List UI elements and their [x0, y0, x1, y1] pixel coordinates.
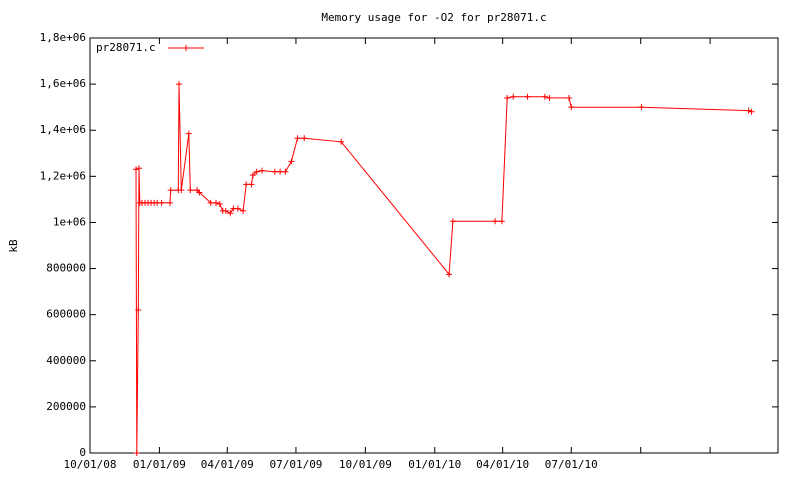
point-marker — [566, 94, 573, 101]
point-marker — [446, 271, 453, 278]
point-marker — [492, 218, 499, 225]
x-tick-label: 04/01/10 — [476, 458, 529, 471]
point-marker — [185, 130, 192, 137]
point-marker — [158, 199, 165, 206]
point-marker — [234, 205, 241, 212]
y-tick-label: 1,8e+06 — [40, 31, 86, 44]
point-marker — [187, 187, 194, 194]
point-marker — [240, 207, 247, 214]
point-marker — [301, 135, 308, 142]
point-marker — [504, 94, 511, 101]
point-marker — [271, 168, 278, 175]
point-marker — [166, 199, 173, 206]
point-marker — [133, 450, 140, 456]
point-marker — [541, 93, 548, 100]
point-marker — [227, 210, 234, 217]
point-marker — [136, 165, 143, 172]
y-tick-label: 600000 — [46, 308, 86, 321]
point-marker — [249, 172, 256, 179]
point-marker — [277, 168, 284, 175]
legend-label: pr28071.c — [96, 41, 156, 54]
point-marker — [176, 81, 183, 88]
point-marker — [248, 181, 255, 188]
x-tick-label: 07/01/10 — [545, 458, 598, 471]
point-marker — [524, 93, 531, 100]
point-marker — [288, 158, 295, 165]
x-tick-label: 07/01/09 — [269, 458, 322, 471]
point-marker — [135, 307, 142, 314]
y-tick-label: 1,2e+06 — [40, 169, 86, 182]
x-tick-label: 04/01/09 — [201, 458, 254, 471]
point-marker — [212, 199, 219, 206]
y-tick-label: 1,6e+06 — [40, 77, 86, 90]
point-marker — [282, 168, 289, 175]
chart-title: Memory usage for -O2 for pr28071.c — [321, 11, 546, 24]
legend-marker — [183, 45, 189, 51]
x-tick-label: 01/01/09 — [133, 458, 186, 471]
y-tick-label: 0 — [79, 446, 86, 459]
x-tick-label: 10/01/08 — [64, 458, 117, 471]
point-marker — [253, 168, 260, 175]
point-marker — [222, 207, 229, 214]
y-tick-label: 1,4e+06 — [40, 123, 86, 136]
point-marker — [338, 138, 345, 145]
point-marker — [133, 166, 140, 173]
x-tick-label: 01/01/10 — [408, 458, 461, 471]
y-tick-label: 1e+06 — [53, 215, 86, 228]
point-marker — [243, 181, 250, 188]
y-axis-label: kB — [7, 239, 20, 253]
y-tick-label: 400000 — [46, 354, 86, 367]
point-marker — [207, 199, 214, 206]
point-marker — [498, 218, 505, 225]
point-marker — [259, 167, 265, 174]
point-marker — [178, 187, 185, 194]
point-marker — [568, 104, 575, 111]
point-marker — [294, 135, 301, 142]
x-tick-label: 10/01/09 — [339, 458, 392, 471]
point-marker — [745, 107, 752, 114]
point-marker — [546, 94, 553, 101]
point-marker — [167, 187, 174, 194]
y-tick-label: 200000 — [46, 400, 86, 413]
point-marker — [638, 104, 645, 111]
point-marker — [196, 189, 203, 196]
y-tick-label: 800000 — [46, 262, 86, 275]
plot-border — [89, 37, 779, 454]
point-marker — [748, 108, 755, 115]
point-marker — [449, 218, 456, 225]
series-line — [135, 84, 752, 454]
point-marker — [510, 93, 517, 100]
point-marker — [216, 201, 223, 207]
